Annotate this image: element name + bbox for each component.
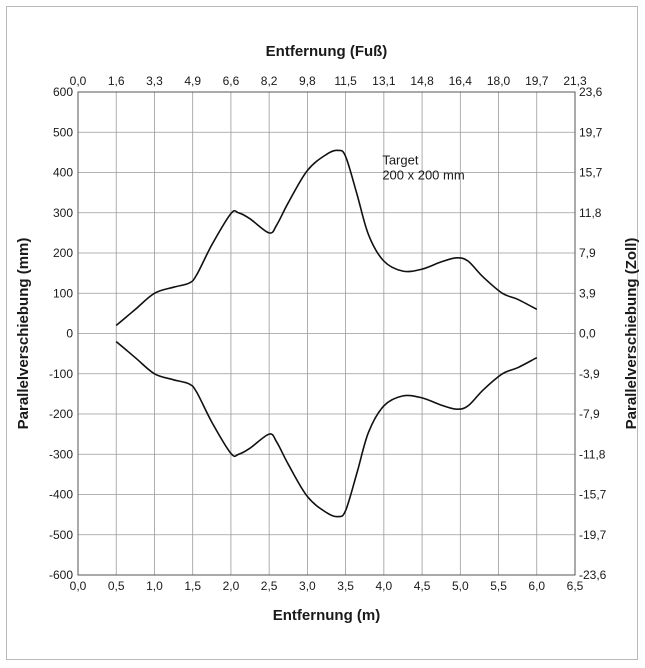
x2-tick-label: 14,8 — [410, 74, 434, 88]
x-tick-label: 2,0 — [223, 579, 240, 593]
x-tick-label: 1,5 — [184, 579, 201, 593]
x2-tick-label: 11,5 — [334, 74, 357, 88]
series-layer — [115, 149, 538, 518]
grid — [78, 92, 575, 575]
y-tick-label: 300 — [53, 206, 73, 220]
y-tick-label: -200 — [49, 407, 73, 421]
y-tick-label: 0 — [66, 327, 73, 341]
top-axis-title: Entfernung (Fuß) — [266, 43, 388, 60]
y2-tick-label: 11,8 — [579, 206, 602, 220]
y-tick-label: 200 — [53, 246, 73, 260]
annotation-target-size: 200 x 200 mm — [382, 167, 464, 182]
y2-tick-label: 15,7 — [579, 166, 603, 180]
left-axis-title: Parallelverschiebung (mm) — [15, 238, 32, 430]
x2-tick-label: 6,6 — [223, 74, 240, 88]
x-tick-label: 6,0 — [528, 579, 545, 593]
x-tick-label: 3,5 — [337, 579, 354, 593]
x2-tick-label: 3,3 — [146, 74, 163, 88]
plot-border — [77, 91, 576, 576]
x-tick-label: 4,0 — [376, 579, 393, 593]
y-tick-label: -600 — [49, 568, 73, 582]
x2-tick-label: 0,0 — [70, 74, 87, 88]
bottom-axis-title: Entfernung (m) — [273, 607, 380, 624]
y-tick-label: -500 — [49, 528, 73, 542]
lower-displacement-line — [115, 340, 538, 518]
y-tick-label: 100 — [53, 286, 73, 300]
y2-tick-label: -7,9 — [579, 407, 600, 421]
y2-tick-label: 23,6 — [579, 85, 603, 99]
y2-tick-label: 3,9 — [579, 286, 596, 300]
x2-tick-label: 9,8 — [299, 74, 316, 88]
x2-tick-label: 21,3 — [563, 74, 587, 88]
x2-tick-label: 4,9 — [184, 74, 201, 88]
y2-tick-label: 7,9 — [579, 246, 596, 260]
y-tick-label: -100 — [49, 367, 73, 381]
right-axis-title: Parallelverschiebung (Zoll) — [623, 238, 640, 430]
x-tick-label: 5,0 — [452, 579, 469, 593]
x2-tick-label: 1,6 — [108, 74, 125, 88]
y-tick-label: -400 — [49, 488, 73, 502]
annotation-target-label: Target — [382, 152, 419, 167]
x-tick-label: 2,5 — [261, 579, 278, 593]
y-tick-label: 400 — [53, 166, 73, 180]
x2-tick-label: 16,4 — [449, 74, 473, 88]
tick-labels: 0,0 0,5 1,0 1,5 2,0 2,5 3,0 3,5 4,0 4,5 5,0 5,5 6,0 6… — [49, 74, 607, 593]
chart-frame — [6, 6, 638, 660]
y2-tick-label: 0,0 — [579, 327, 596, 341]
y2-tick-label: -3,9 — [579, 367, 600, 381]
upper-displacement-line — [115, 149, 538, 327]
x2-tick-label: 8,2 — [261, 74, 278, 88]
x2-tick-label: 18,0 — [487, 74, 511, 88]
x2-tick-label: 13,1 — [372, 74, 396, 88]
x-tick-label: 1,0 — [146, 579, 163, 593]
y-tick-label: 500 — [53, 125, 73, 139]
y2-tick-label: 19,7 — [579, 125, 603, 139]
y2-tick-label: -19,7 — [579, 528, 607, 542]
x-tick-label: 0,0 — [70, 579, 87, 593]
x-tick-label: 3,0 — [299, 579, 316, 593]
x-tick-label: 6,5 — [567, 579, 584, 593]
y2-tick-label: -11,8 — [579, 447, 606, 461]
x-tick-label: 4,5 — [414, 579, 431, 593]
y2-tick-label: -15,7 — [579, 488, 607, 502]
x2-tick-label: 19,7 — [525, 74, 549, 88]
x-tick-label: 5,5 — [490, 579, 507, 593]
y2-tick-label: -23,6 — [579, 568, 607, 582]
y-tick-label: -300 — [49, 447, 73, 461]
x-tick-label: 0,5 — [108, 579, 125, 593]
y-tick-label: 600 — [53, 85, 73, 99]
